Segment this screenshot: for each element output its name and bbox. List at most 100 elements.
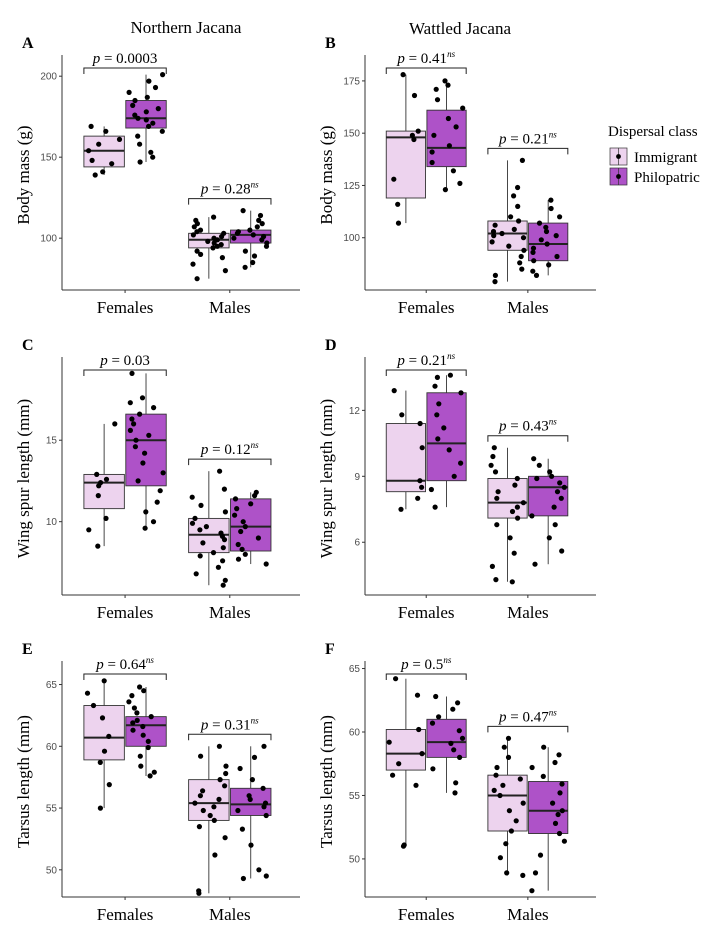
data-point [549, 473, 555, 479]
data-point [546, 262, 552, 268]
data-point [88, 123, 94, 129]
data-point [530, 249, 536, 255]
data-point [135, 133, 141, 139]
data-point [194, 248, 200, 254]
data-point [453, 780, 459, 786]
y-axis-label: Wing spur length (mm) [14, 399, 33, 558]
data-point [211, 817, 217, 824]
data-point [101, 678, 107, 684]
data-point [413, 782, 419, 788]
data-point [415, 128, 421, 134]
comparison-bracket [188, 198, 272, 205]
comparison-bracket [487, 147, 569, 155]
data-point [135, 478, 141, 484]
data-point [548, 205, 554, 212]
data-point [148, 714, 154, 720]
panel-letter: C [22, 337, 34, 354]
data-point [219, 255, 225, 261]
data-point [146, 432, 152, 438]
data-point [215, 564, 221, 570]
data-point [538, 237, 544, 243]
y-axis-label: Tarsus length (mm) [14, 715, 33, 848]
data-point [264, 240, 270, 246]
p-value-label: p = 0.43ns [498, 417, 557, 435]
data-point [401, 842, 407, 848]
data-point [211, 214, 217, 220]
data-point [95, 543, 101, 549]
data-point [520, 500, 527, 506]
data-point [235, 229, 241, 235]
panel-e: 50 55 60 65 Females Males Tarsus length (mm) Ep… [14, 641, 300, 924]
data-point [490, 453, 496, 460]
data-point [445, 115, 451, 122]
data-point [196, 888, 202, 894]
data-point [217, 777, 223, 783]
data-point [543, 224, 549, 230]
data-point [242, 264, 248, 270]
data-point [140, 732, 146, 738]
panel-letter: D [325, 337, 337, 354]
data-point [417, 478, 423, 484]
data-point [547, 469, 553, 475]
panel-letter: B [325, 35, 336, 52]
data-point [99, 715, 106, 721]
data-point [96, 141, 102, 147]
data-point [210, 550, 217, 556]
data-point [235, 541, 241, 548]
data-point [513, 818, 519, 824]
data-point [552, 522, 558, 528]
legend-label-immigrant: Immigrant [634, 150, 698, 166]
data-point [155, 106, 161, 112]
data-point [429, 720, 436, 726]
x-tick-label: Females [97, 905, 154, 924]
data-point [503, 841, 509, 847]
data-point [450, 168, 456, 174]
data-point [130, 727, 136, 733]
data-point [419, 751, 425, 757]
data-point [548, 197, 554, 203]
data-point [515, 184, 521, 191]
data-point [126, 89, 132, 95]
data-point [138, 763, 144, 769]
data-point [193, 217, 199, 223]
data-point [561, 838, 568, 844]
data-point [250, 259, 256, 266]
data-point [145, 738, 151, 745]
x-tick-label: Males [507, 905, 549, 924]
data-point [558, 495, 564, 501]
data-point [216, 796, 222, 803]
p-value-label: p = 0.64ns [95, 655, 154, 673]
data-point [430, 766, 436, 772]
data-point [142, 450, 148, 456]
panel-d: 6 9 12 Females Males Wing spur length (mm) Dp … [317, 337, 596, 622]
data-point [531, 456, 537, 462]
data-point [129, 693, 135, 699]
panel-letter: E [22, 641, 33, 658]
data-point [520, 872, 526, 879]
comparison-bracket [83, 369, 167, 376]
data-point [211, 235, 217, 241]
p-value-label: p = 0.28ns [200, 180, 259, 198]
data-point [259, 221, 265, 227]
x-tick-label: Females [398, 298, 455, 317]
data-point [211, 240, 217, 246]
data-point [520, 800, 526, 806]
data-point [436, 401, 442, 407]
panel-f: 50 55 60 65 Females Males Tarsus length (mm) Fp… [317, 641, 596, 924]
data-point [248, 842, 254, 848]
data-point [537, 852, 544, 858]
data-point [396, 761, 402, 767]
column-title-wattled: Wattled Jacana [409, 19, 511, 38]
data-point [492, 469, 499, 475]
data-point [543, 228, 550, 235]
data-point [506, 808, 512, 814]
data-point [531, 258, 537, 264]
data-point [509, 579, 515, 585]
data-point [197, 227, 204, 233]
data-point [411, 136, 417, 143]
data-point [417, 420, 423, 427]
data-point [556, 830, 563, 837]
data-point [491, 233, 497, 239]
data-point [238, 528, 244, 535]
data-point [530, 268, 536, 274]
